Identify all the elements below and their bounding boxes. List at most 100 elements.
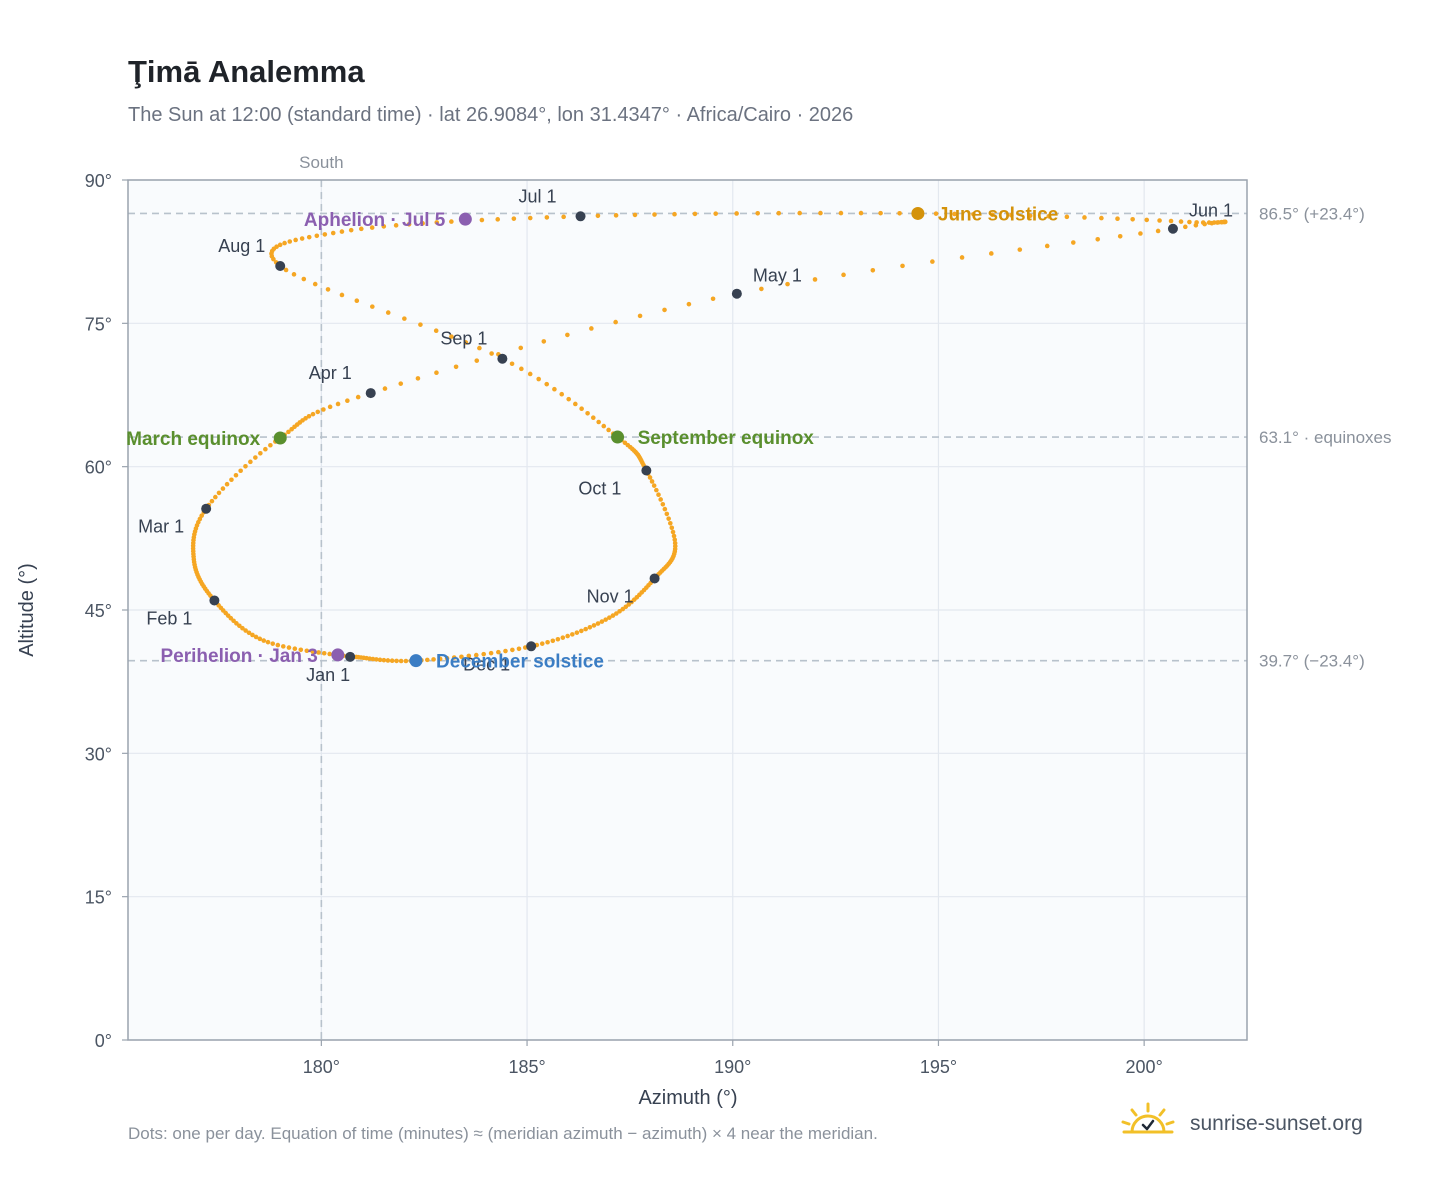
daily-dot — [199, 513, 204, 518]
daily-dot — [1117, 233, 1123, 239]
month-label: Dec 1 — [463, 654, 510, 674]
daily-dot — [518, 345, 524, 351]
y-axis-label: Altitude (°) — [16, 563, 38, 657]
daily-dot — [243, 463, 248, 469]
month-marker — [345, 651, 356, 662]
daily-dot — [652, 212, 657, 217]
daily-dot — [1187, 219, 1192, 225]
daily-dot — [692, 211, 698, 217]
daily-dot — [377, 657, 383, 663]
daily-dot — [566, 396, 571, 402]
event-label: June solstice — [938, 204, 1058, 225]
daily-dot — [374, 657, 379, 662]
event-label: December solstice — [436, 652, 604, 673]
daily-dot — [220, 486, 226, 491]
daily-dot — [587, 624, 593, 630]
daily-dot — [434, 220, 440, 225]
event-label: March equinox — [126, 429, 261, 450]
daily-dot — [213, 494, 218, 500]
daily-dot — [463, 340, 469, 345]
daily-dot — [662, 307, 667, 313]
daily-dot — [415, 376, 421, 381]
daily-dot — [389, 658, 395, 664]
daily-dot — [479, 217, 485, 223]
daily-dot — [382, 386, 388, 391]
daily-dot — [263, 446, 268, 452]
daily-dot — [473, 652, 479, 658]
daily-dot — [1216, 220, 1221, 225]
daily-dot — [570, 632, 575, 637]
daily-dot — [649, 479, 655, 484]
month-marker — [201, 503, 212, 514]
daily-dot — [1130, 217, 1135, 222]
daily-dot — [660, 501, 666, 507]
daily-dot — [381, 657, 387, 663]
daily-dot — [671, 533, 677, 539]
daily-dot — [1200, 220, 1206, 225]
sun-logo-icon — [1121, 1102, 1175, 1134]
daily-dot — [1115, 216, 1120, 221]
daily-dot — [545, 639, 550, 645]
daily-dot — [599, 619, 605, 624]
daily-dot — [959, 255, 965, 260]
daily-dot — [258, 450, 263, 456]
reference-label: 39.7° (−23.4°) — [1259, 652, 1365, 671]
reference-lines: 86.5° (+23.4°) 63.1° · equinoxes 39.7° (−2… — [128, 153, 1392, 1040]
daily-dot — [481, 651, 487, 657]
daily-dot — [402, 316, 407, 321]
daily-dot — [519, 366, 524, 372]
daily-dots — [190, 210, 1228, 664]
month-label: Feb 1 — [146, 608, 192, 628]
daily-dot — [265, 639, 271, 645]
daily-dot — [658, 497, 663, 502]
month-label: May 1 — [753, 266, 802, 286]
daily-dot — [354, 298, 360, 304]
daily-dot — [233, 472, 239, 478]
event-label: Perihelion · Jan 3 — [160, 646, 317, 667]
daily-dot — [444, 655, 450, 661]
daily-dot — [552, 386, 557, 392]
daily-dot — [710, 296, 716, 302]
daily-dot — [271, 256, 276, 262]
daily-dot — [897, 210, 902, 216]
daily-dot — [495, 217, 501, 222]
daily-dot — [314, 233, 320, 239]
month-label: Mar 1 — [138, 517, 184, 537]
daily-dot — [292, 646, 298, 652]
y-tick-label: 45° — [85, 601, 112, 621]
event-label: Aphelion · Jul 5 — [304, 210, 446, 231]
daily-dot — [306, 414, 312, 419]
daily-dot — [466, 653, 472, 659]
month-label: Apr 1 — [309, 363, 352, 383]
daily-dot — [841, 272, 846, 278]
daily-dot — [381, 224, 387, 229]
daily-dot — [321, 650, 327, 656]
month-marker — [649, 573, 660, 584]
daily-dot — [613, 213, 619, 218]
daily-dot — [322, 232, 328, 237]
daily-dot — [591, 623, 597, 628]
daily-dot — [394, 658, 399, 664]
daily-dot — [268, 442, 273, 448]
daily-dot — [209, 498, 215, 504]
daily-dot — [574, 630, 580, 635]
y-tick-label: 0° — [95, 1031, 112, 1051]
axis-ticks: 180° 185° 190° 195° 200° 0° 15° 30° 45° 60° 75° 90° — [85, 171, 1163, 1077]
daily-dot — [345, 398, 350, 404]
daily-dot — [632, 212, 638, 218]
daily-dot — [607, 615, 612, 620]
brand[interactable]: sunrise-sunset.org — [1118, 1100, 1388, 1146]
month-marker — [365, 388, 376, 399]
month-label: Sep 1 — [440, 329, 487, 349]
brand-name[interactable]: sunrise-sunset.org — [1190, 1112, 1363, 1135]
daily-dot — [1157, 218, 1162, 223]
daily-dot — [243, 628, 248, 633]
daily-dot — [573, 401, 578, 407]
daily-dot — [1144, 217, 1150, 223]
daily-dot — [1046, 213, 1052, 219]
daily-dot — [930, 259, 935, 264]
daily-dot — [224, 481, 230, 487]
chart-title: Ţimā Analemma — [128, 54, 365, 89]
daily-dot — [418, 322, 423, 327]
